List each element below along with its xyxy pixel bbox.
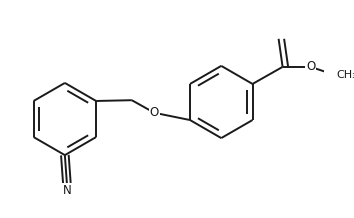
Text: N: N: [63, 184, 71, 197]
Text: O: O: [150, 106, 159, 119]
Text: CH₃: CH₃: [337, 70, 354, 80]
Text: O: O: [306, 60, 315, 73]
